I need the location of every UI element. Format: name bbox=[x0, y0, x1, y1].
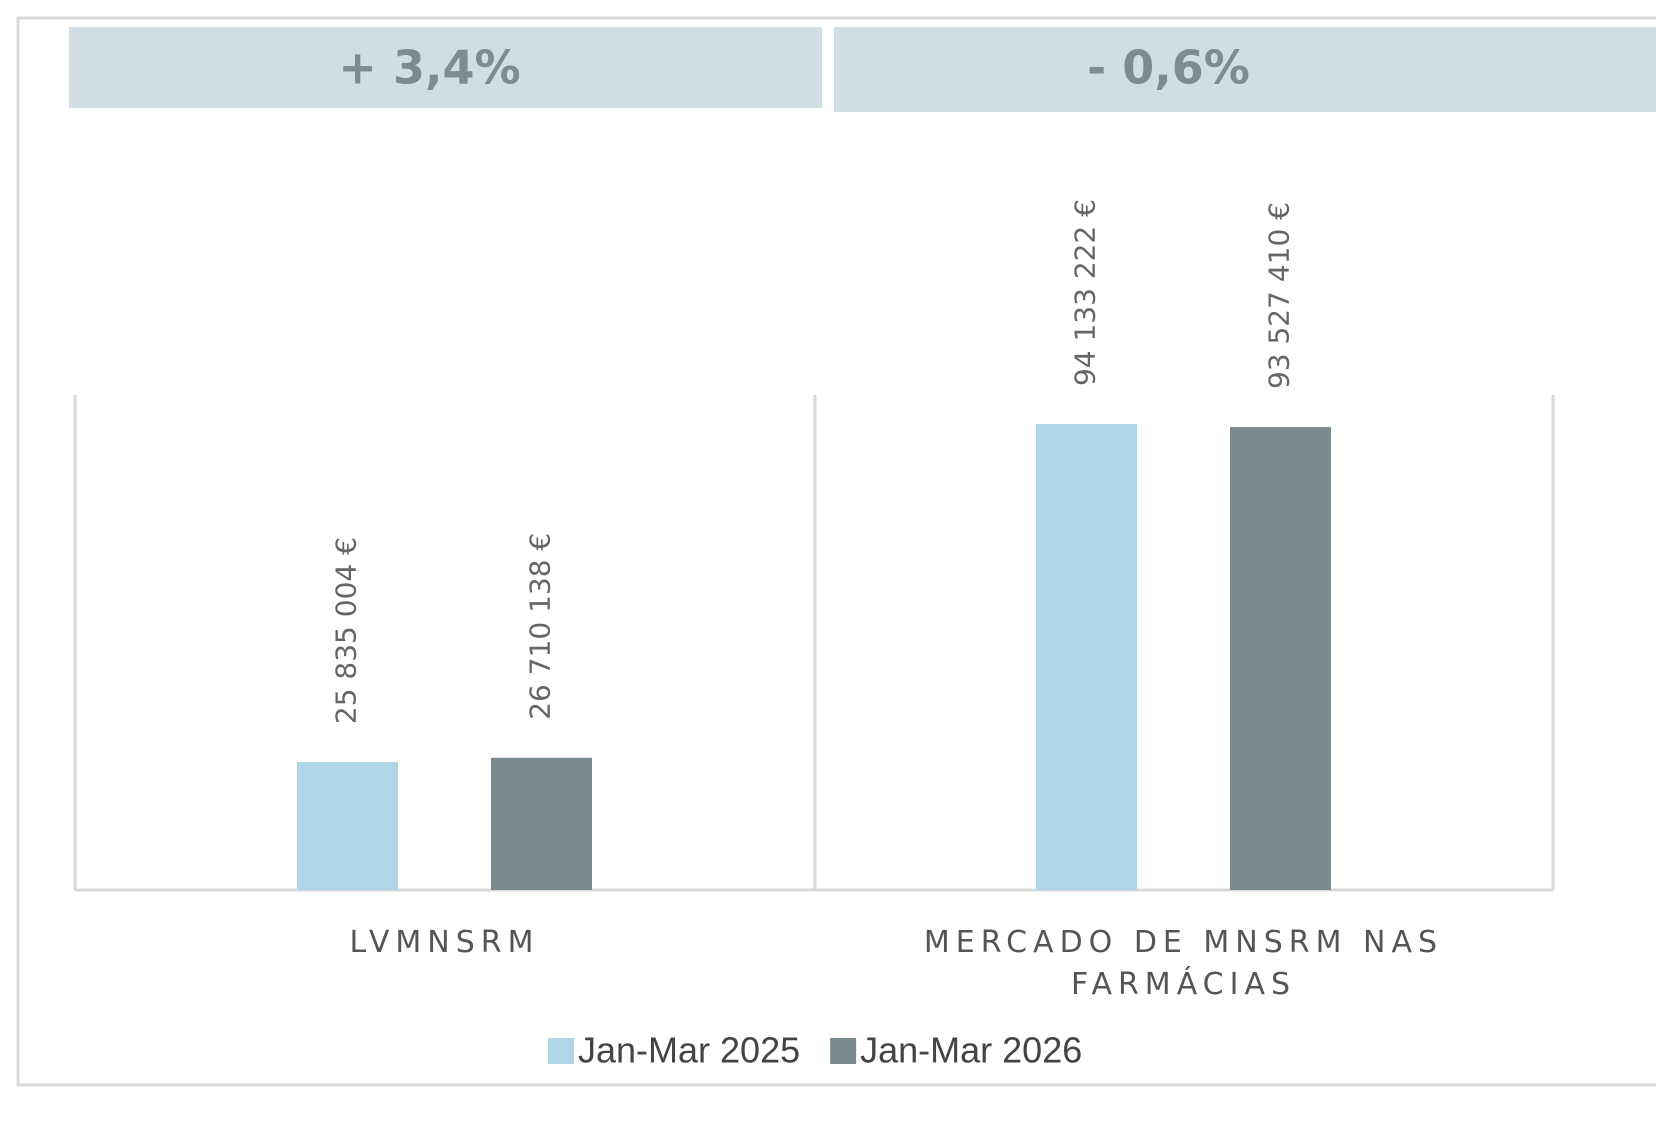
x-tick-label-box: MERCADO DE MNSRM NAS FARMÁCIAS bbox=[923, 925, 1444, 1002]
x-tick-label: LVMNSRM bbox=[349, 925, 540, 960]
legend-swatch bbox=[830, 1038, 857, 1064]
value-label: 26 710 138 € bbox=[524, 533, 557, 720]
bar bbox=[297, 762, 398, 890]
annotation-box bbox=[834, 27, 1656, 112]
legend-label: Jan-Mar 2026 bbox=[860, 1030, 1082, 1071]
chart-border bbox=[16, 16, 1656, 1087]
value-label: 25 835 004 € bbox=[330, 537, 363, 724]
bar bbox=[1036, 424, 1137, 890]
x-tick-label-box: LVMNSRM bbox=[349, 925, 540, 960]
annotation-box bbox=[69, 27, 822, 108]
legend-label: Jan-Mar 2025 bbox=[578, 1030, 800, 1071]
value-label: 94 133 222 € bbox=[1069, 199, 1102, 386]
legend-swatch bbox=[548, 1038, 574, 1064]
bar bbox=[491, 757, 592, 890]
x-tick-label: MERCADO DE MNSRM NAS FARMÁCIAS bbox=[923, 925, 1444, 1002]
bar bbox=[1230, 427, 1331, 890]
annotation: + 3,4% bbox=[338, 41, 520, 95]
value-label: 93 527 410 € bbox=[1263, 202, 1296, 389]
annotation: - 0,6% bbox=[1087, 41, 1250, 95]
